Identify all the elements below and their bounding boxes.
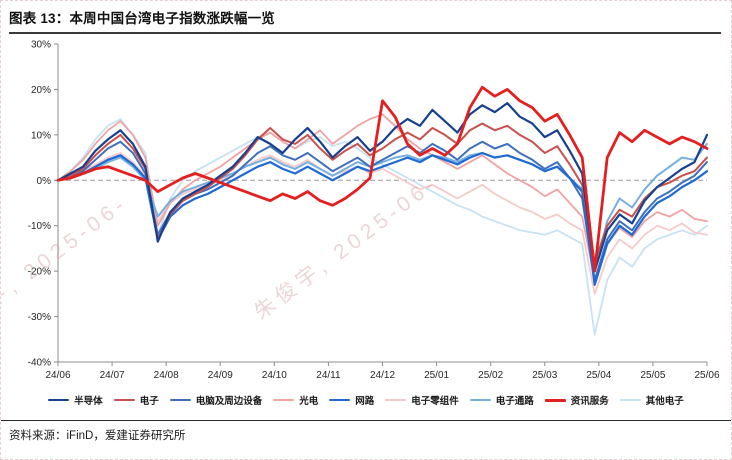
legend-label: 网路 <box>355 396 375 407</box>
legend-swatch <box>48 399 70 401</box>
legend-label: 电子 <box>139 396 159 407</box>
legend-item-other-electronics: 其他电子 <box>619 393 684 407</box>
legend-swatch <box>329 399 351 401</box>
legend-swatch <box>385 399 407 401</box>
y-tick-label: 0% <box>37 176 52 187</box>
legend-swatch <box>619 399 641 401</box>
figure-header: 图表 13：本周中国台湾电子指数涨跌幅一览 <box>1 1 731 34</box>
title-underline <box>9 32 721 34</box>
y-tick-label: -10% <box>28 221 51 232</box>
chart-area: 30% 20% 10% 0% -10% -20% -30% -40% 24/06 24/07 24/… <box>1 34 731 384</box>
legend-swatch <box>469 399 491 401</box>
legend: 半导体 电子 电脑及周边设备 光电 网路 电子零组件 电子通路 资讯服务 其他电子 <box>1 393 731 407</box>
x-tick-label: 24/07 <box>100 370 125 381</box>
series-line-semiconductor <box>56 101 709 273</box>
series-line-electronics-distribution <box>57 142 708 273</box>
x-tick-label: 25/01 <box>424 370 449 381</box>
legend-label: 光电 <box>299 396 319 407</box>
legend-item-optoelectronics: 光电 <box>273 393 318 407</box>
legend-item-electronics-distribution: 电子通路 <box>469 393 534 407</box>
y-tick-label: -30% <box>28 312 51 323</box>
x-tick-label: 24/08 <box>154 370 179 381</box>
chart-svg: 30% 20% 10% 0% -10% -20% -30% -40%24/06 24/07 24/… <box>28 40 720 382</box>
legend-item-information-service: 资讯服务 <box>544 393 609 407</box>
x-tick-label: 24/12 <box>370 370 395 381</box>
legend-label: 电脑及周边设备 <box>195 396 263 407</box>
x-tick-label: 24/06 <box>45 370 70 381</box>
x-tick-label: 25/02 <box>478 370 503 381</box>
legend-item-electronic-components: 电子零组件 <box>385 393 459 407</box>
y-tick-label: 30% <box>31 40 51 51</box>
x-tick-label: 25/06 <box>694 370 719 381</box>
legend-item-computer-peripherals: 电脑及周边设备 <box>169 393 263 407</box>
legend-swatch <box>113 399 135 401</box>
y-tick-label: 10% <box>31 130 51 141</box>
figure-title: 图表 13：本周中国台湾电子指数涨跌幅一览 <box>9 11 275 26</box>
y-tick-label: -40% <box>28 358 51 369</box>
source-note: 资料来源：iFinD，爱建证券研究所 <box>9 430 186 442</box>
x-tick-label: 25/04 <box>586 370 611 381</box>
series-line-information-service <box>56 85 709 273</box>
legend-label: 电子通路 <box>495 396 534 407</box>
x-tick-label: 24/11 <box>316 370 341 381</box>
legend-item-network: 网路 <box>329 393 374 407</box>
legend-label: 资讯服务 <box>570 396 609 407</box>
legend-swatch <box>273 399 295 401</box>
x-tick-label: 25/05 <box>640 370 665 381</box>
legend-label: 其他电子 <box>645 396 684 407</box>
x-tick-label: 24/09 <box>208 370 233 381</box>
legend-swatch <box>169 399 191 401</box>
footer-divider <box>1 420 731 421</box>
legend-label: 电子零组件 <box>411 396 459 407</box>
y-tick-label: 20% <box>31 85 51 96</box>
legend-item-semiconductor: 半导体 <box>48 393 103 407</box>
legend-item-electronics: 电子 <box>113 393 159 407</box>
x-tick-label: 24/10 <box>262 370 287 381</box>
legend-swatch <box>544 398 566 402</box>
legend-label: 半导体 <box>74 396 103 407</box>
x-tick-label: 25/03 <box>532 370 557 381</box>
y-tick-label: -20% <box>28 267 51 278</box>
